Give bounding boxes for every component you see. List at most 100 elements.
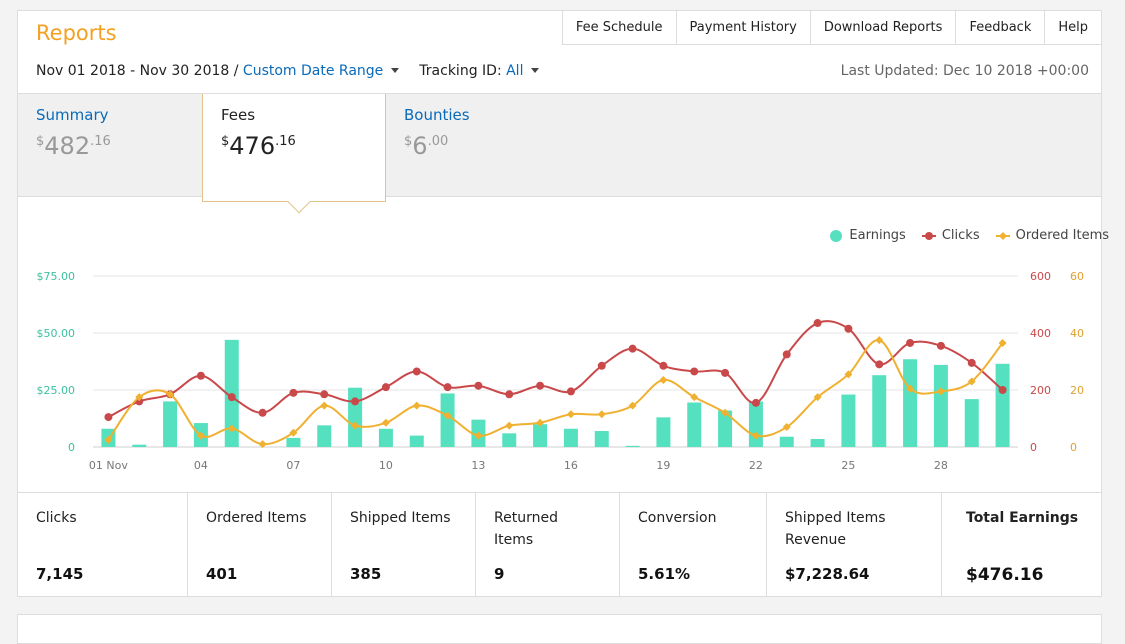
earnings-bar bbox=[964, 399, 979, 447]
ordered-items-point bbox=[381, 418, 390, 427]
earnings-bar bbox=[687, 402, 702, 447]
ordered-items-point bbox=[906, 384, 915, 393]
filter-separator: / bbox=[233, 63, 239, 79]
legend-label: Earnings bbox=[849, 228, 906, 243]
clicks-point bbox=[659, 361, 668, 370]
stat-label: Conversion bbox=[638, 510, 717, 526]
feedback-link[interactable]: Feedback bbox=[955, 11, 1045, 45]
y-tick-label-left: $75.00 bbox=[37, 270, 76, 283]
y-tick-label-right-clicks: 200 bbox=[1030, 384, 1051, 397]
y-tick-label-right-items: 60 bbox=[1070, 270, 1084, 283]
ordered-items-point bbox=[196, 431, 205, 440]
filter-bar: Nov 01 2018 - Nov 30 2018 / Custom Date … bbox=[36, 63, 540, 79]
ordered-items-point bbox=[412, 401, 421, 410]
ordered-items-point bbox=[690, 393, 699, 402]
clicks-point bbox=[443, 383, 452, 392]
earnings-bar bbox=[872, 375, 887, 447]
x-tick-label: 04 bbox=[194, 459, 208, 472]
clicks-point bbox=[782, 350, 791, 359]
tab-summary[interactable]: Summary $482.16 bbox=[18, 94, 202, 198]
reports-panel: Reports Fee Schedule Payment History Dow… bbox=[17, 10, 1102, 597]
date-range-text: Nov 01 2018 - Nov 30 2018 bbox=[36, 63, 230, 79]
y-tick-label-right-clicks: 400 bbox=[1030, 327, 1051, 340]
earnings-bar bbox=[933, 364, 948, 447]
clicks-point bbox=[258, 408, 267, 417]
earnings-bar bbox=[348, 387, 363, 447]
x-tick-label: 10 bbox=[379, 459, 393, 472]
clicks-point bbox=[906, 338, 915, 347]
currency-symbol: $ bbox=[404, 134, 413, 149]
clicks-point bbox=[104, 413, 113, 422]
earnings-bar bbox=[625, 445, 640, 447]
clicks-point bbox=[196, 371, 205, 380]
tab-fees[interactable]: Fees $476.16 bbox=[202, 94, 386, 214]
tracking-id-dropdown[interactable]: Tracking ID: All bbox=[419, 63, 540, 79]
clicks-point bbox=[412, 367, 421, 376]
ordered-items-point bbox=[351, 421, 360, 430]
stat-label: Shipped Items bbox=[350, 510, 451, 526]
amount-cents: .16 bbox=[275, 134, 296, 149]
stat-total-earnings: Total Earnings $476.16 bbox=[942, 493, 1101, 597]
earnings-bar bbox=[995, 363, 1010, 447]
tab-bounties-amount: $6.00 bbox=[404, 132, 552, 160]
tracking-id-value: All bbox=[506, 63, 524, 79]
y-tick-label-left: $25.00 bbox=[37, 384, 76, 397]
ordered-items-point bbox=[227, 424, 236, 433]
ordered-items-point bbox=[320, 401, 329, 410]
earnings-bar bbox=[317, 425, 332, 447]
legend-earnings[interactable]: Earnings bbox=[829, 228, 906, 243]
x-tick-label: 22 bbox=[749, 459, 763, 472]
tab-fees-label: Fees bbox=[221, 106, 256, 124]
y-tick-label-right-items: 0 bbox=[1070, 441, 1077, 454]
tracking-id-label: Tracking ID: bbox=[419, 63, 502, 79]
clicks-point bbox=[875, 360, 884, 369]
earnings-chart: 0 0 0 $25.00 200 20 $50.00 400 40 $75.00 600 60 01 N… bbox=[37, 270, 1085, 472]
stat-clicks: Clicks 7,145 bbox=[18, 493, 188, 597]
earnings-bar bbox=[286, 437, 301, 447]
earnings-bar bbox=[903, 359, 918, 447]
stat-value: 5.61% bbox=[638, 565, 691, 583]
tab-summary-label: Summary bbox=[36, 106, 109, 124]
clicks-point bbox=[844, 324, 853, 333]
download-reports-link[interactable]: Download Reports bbox=[809, 11, 956, 45]
clicks-point bbox=[597, 361, 606, 370]
stat-label: Ordered Items bbox=[206, 510, 307, 526]
tab-bounties[interactable]: Bounties $6.00 bbox=[386, 94, 570, 198]
earnings-bar bbox=[594, 431, 609, 447]
earnings-bar bbox=[656, 417, 671, 447]
clicks-point bbox=[474, 381, 483, 390]
chart-legend: Earnings Clicks Ordered Items bbox=[829, 228, 1109, 243]
x-tick-label: 19 bbox=[656, 459, 670, 472]
stats-row: Clicks 7,145 Ordered Items 401 Shipped I… bbox=[18, 492, 1101, 597]
clicks-point bbox=[751, 398, 760, 407]
legend-ordered-items[interactable]: Ordered Items bbox=[995, 228, 1109, 243]
x-tick-label: 28 bbox=[934, 459, 948, 472]
custom-date-range-dropdown[interactable]: Custom Date Range bbox=[243, 63, 400, 79]
earnings-bar bbox=[163, 401, 178, 447]
clicks-point bbox=[813, 319, 822, 328]
ordered-items-point bbox=[258, 440, 267, 449]
fee-schedule-link[interactable]: Fee Schedule bbox=[561, 11, 676, 45]
earnings-bar bbox=[810, 439, 825, 447]
diamond-icon bbox=[995, 231, 1010, 240]
clicks-point bbox=[536, 381, 545, 390]
stat-shipped-items-revenue: Shipped Items Revenue $7,228.64 bbox=[767, 493, 942, 597]
x-tick-label: 16 bbox=[564, 459, 578, 472]
page-title: Reports bbox=[36, 21, 117, 45]
help-link[interactable]: Help bbox=[1044, 11, 1101, 45]
ordered-items-point bbox=[659, 376, 668, 385]
legend-clicks[interactable]: Clicks bbox=[921, 228, 980, 243]
clicks-point bbox=[289, 388, 298, 397]
circle-icon bbox=[830, 229, 843, 242]
currency-symbol: $ bbox=[221, 134, 230, 149]
ordered-items-point bbox=[566, 410, 575, 419]
tab-summary-amount: $482.16 bbox=[36, 132, 184, 160]
ordered-items-point bbox=[135, 393, 144, 402]
clicks-point bbox=[381, 383, 390, 392]
stat-label: Returned Items bbox=[494, 510, 558, 548]
clicks-point bbox=[998, 386, 1007, 394]
payment-history-link[interactable]: Payment History bbox=[675, 11, 810, 45]
legend-label: Clicks bbox=[941, 228, 980, 243]
earnings-bar bbox=[440, 393, 455, 447]
ordered-items-point bbox=[813, 393, 822, 402]
